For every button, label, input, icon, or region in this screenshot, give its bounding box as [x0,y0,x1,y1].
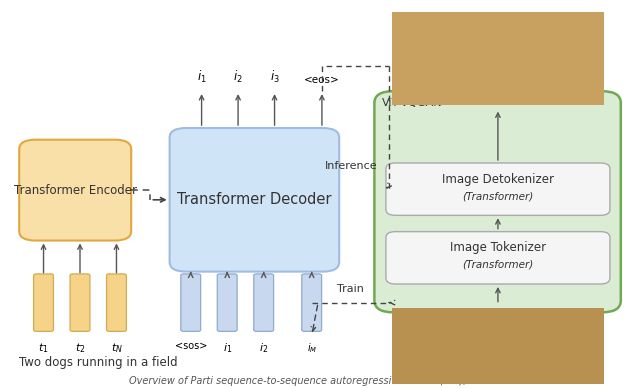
FancyBboxPatch shape [106,274,127,331]
Text: $t_N$: $t_N$ [111,341,122,355]
FancyBboxPatch shape [374,91,621,312]
Text: $t_1$: $t_1$ [38,341,49,355]
Text: (Transformer): (Transformer) [462,191,534,201]
Text: Two dogs running in a field: Two dogs running in a field [19,356,178,369]
Text: Transformer Encoder: Transformer Encoder [13,184,137,197]
Text: Train: Train [337,284,364,294]
Text: $i_3$: $i_3$ [269,69,280,85]
FancyBboxPatch shape [253,274,274,331]
Text: Image Detokenizer: Image Detokenizer [442,173,554,185]
Text: (Transformer): (Transformer) [462,260,534,270]
FancyBboxPatch shape [386,232,610,284]
FancyBboxPatch shape [386,163,610,215]
Text: $i_1$: $i_1$ [196,69,207,85]
Text: <eos>: <eos> [304,75,340,85]
Text: $t_2$: $t_2$ [75,341,85,355]
Text: $i_2$: $i_2$ [259,341,268,355]
FancyBboxPatch shape [34,274,54,331]
FancyBboxPatch shape [217,274,237,331]
Text: ViT-VQGAN: ViT-VQGAN [382,98,443,108]
Text: $i_2$: $i_2$ [233,69,243,85]
Text: $i_M$: $i_M$ [307,341,317,355]
FancyBboxPatch shape [302,274,321,331]
FancyBboxPatch shape [70,274,90,331]
Text: $i_1$: $i_1$ [223,341,232,355]
FancyBboxPatch shape [180,274,201,331]
Text: Inference: Inference [324,161,377,171]
Text: Overview of Parti sequence-to-sequence autoregressive model (left), for tex...: Overview of Parti sequence-to-sequence a… [129,376,511,386]
Text: <sos>: <sos> [175,341,207,352]
Text: Transformer Decoder: Transformer Decoder [177,192,332,207]
FancyBboxPatch shape [170,128,339,272]
Text: Image Tokenizer: Image Tokenizer [450,241,546,254]
FancyBboxPatch shape [19,140,131,241]
